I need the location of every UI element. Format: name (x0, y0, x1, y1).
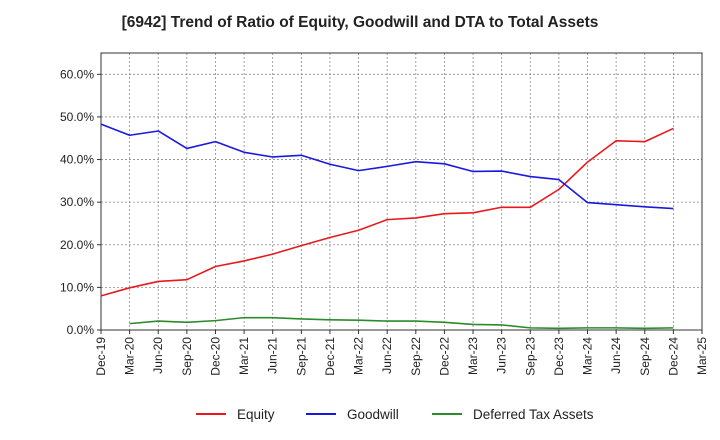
legend-label-goodwill: Goodwill (347, 407, 399, 422)
y-tick-label: 0.0% (67, 323, 95, 337)
x-tick-label: Mar-21 (237, 337, 251, 375)
x-tick-label: Sep-23 (523, 337, 537, 376)
x-tick-label: Mar-22 (352, 337, 366, 375)
y-tick-label: 30.0% (60, 195, 94, 209)
x-tick-label: Jun-20 (151, 337, 165, 374)
plot-frame (100, 52, 703, 331)
x-tick-label: Sep-22 (409, 337, 423, 376)
series-line-goodwill (100, 123, 674, 210)
x-tick-label: Dec-20 (208, 337, 222, 376)
y-tick-label: 60.0% (60, 67, 94, 81)
x-tick-label: Dec-24 (666, 337, 680, 376)
legend-label-equity: Equity (237, 407, 275, 422)
x-tick-label: Dec-19 (94, 337, 108, 376)
y-tick-label: 10.0% (60, 280, 94, 294)
x-tick-label: Jun-24 (609, 337, 623, 374)
x-tick-label: Dec-22 (437, 337, 451, 376)
x-tick-label: Dec-21 (323, 337, 337, 376)
plot-area (101, 53, 702, 330)
y-tick-label: 40.0% (60, 153, 94, 167)
x-tick-label: Sep-20 (180, 337, 194, 376)
x-tick-label: Jun-23 (495, 337, 509, 374)
x-tick-label: Dec-23 (552, 337, 566, 376)
x-tick-label: Mar-24 (581, 337, 595, 375)
y-tick-label: 50.0% (60, 110, 94, 124)
x-tick-label: Mar-23 (466, 337, 480, 375)
legend-label-deferred-tax-assets: Deferred Tax Assets (473, 407, 594, 422)
series-line-equity (100, 127, 674, 297)
series-line-deferred-tax-assets (129, 316, 674, 330)
x-tick-label: Mar-25 (695, 337, 709, 375)
x-tick-label: Mar-20 (123, 337, 137, 375)
x-tick-label: Sep-21 (294, 337, 308, 376)
y-tick-label: 20.0% (60, 238, 94, 252)
x-tick-label: Jun-21 (266, 337, 280, 374)
chart-title: [6942] Trend of Ratio of Equity, Goodwil… (121, 14, 599, 31)
x-tick-label: Sep-24 (638, 337, 652, 376)
x-tick-label: Jun-22 (380, 337, 394, 374)
